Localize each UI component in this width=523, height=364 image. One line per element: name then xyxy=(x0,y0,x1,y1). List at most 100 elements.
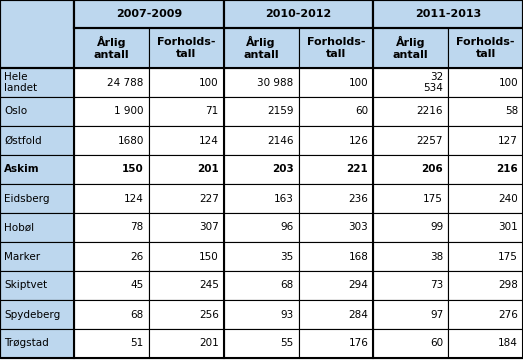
Text: 284: 284 xyxy=(348,309,368,320)
Text: 32
534: 32 534 xyxy=(423,72,443,93)
Text: 93: 93 xyxy=(280,309,293,320)
Bar xyxy=(74,242,149,271)
Text: 221: 221 xyxy=(347,165,368,174)
Text: 163: 163 xyxy=(274,194,293,203)
Text: 60: 60 xyxy=(430,339,443,348)
Text: 100: 100 xyxy=(199,78,219,87)
Text: Årlig
antall: Årlig antall xyxy=(393,36,428,60)
Text: 2007-2009: 2007-2009 xyxy=(116,9,182,19)
Bar xyxy=(224,97,299,126)
Text: 276: 276 xyxy=(498,309,518,320)
Bar xyxy=(0,329,74,358)
Bar xyxy=(0,155,74,184)
Text: 51: 51 xyxy=(131,339,144,348)
Text: 201: 201 xyxy=(199,339,219,348)
Bar xyxy=(448,271,523,300)
Bar xyxy=(149,329,224,358)
Bar xyxy=(448,242,523,271)
Text: 45: 45 xyxy=(131,281,144,290)
Bar xyxy=(74,329,149,358)
Bar xyxy=(373,0,523,28)
Bar xyxy=(299,213,373,242)
Text: 184: 184 xyxy=(498,339,518,348)
Text: 294: 294 xyxy=(348,281,368,290)
Bar xyxy=(448,329,523,358)
Text: 303: 303 xyxy=(349,222,368,233)
Bar xyxy=(149,155,224,184)
Bar xyxy=(224,0,373,28)
Bar xyxy=(0,184,74,213)
Text: Spydeberg: Spydeberg xyxy=(4,309,60,320)
Bar xyxy=(448,126,523,155)
Bar xyxy=(299,155,373,184)
Bar xyxy=(149,184,224,213)
Bar xyxy=(224,329,299,358)
Bar xyxy=(0,97,74,126)
Text: 298: 298 xyxy=(498,281,518,290)
Text: 60: 60 xyxy=(355,107,368,116)
Bar xyxy=(0,0,74,68)
Text: 201: 201 xyxy=(197,165,219,174)
Bar xyxy=(373,28,448,68)
Text: 176: 176 xyxy=(348,339,368,348)
Bar xyxy=(373,126,448,155)
Bar xyxy=(149,300,224,329)
Bar xyxy=(149,28,224,68)
Text: Hobøl: Hobøl xyxy=(4,222,34,233)
Text: 1680: 1680 xyxy=(118,135,144,146)
Text: 301: 301 xyxy=(498,222,518,233)
Text: 2010-2012: 2010-2012 xyxy=(265,9,332,19)
Bar xyxy=(74,0,224,28)
Text: 216: 216 xyxy=(496,165,518,174)
Text: 100: 100 xyxy=(498,78,518,87)
Text: 126: 126 xyxy=(348,135,368,146)
Text: 236: 236 xyxy=(348,194,368,203)
Text: 2011-2013: 2011-2013 xyxy=(415,9,481,19)
Bar xyxy=(448,213,523,242)
Bar xyxy=(373,155,448,184)
Text: 2216: 2216 xyxy=(417,107,443,116)
Text: 245: 245 xyxy=(199,281,219,290)
Bar xyxy=(373,329,448,358)
Bar xyxy=(149,97,224,126)
Text: 203: 203 xyxy=(272,165,293,174)
Text: 307: 307 xyxy=(199,222,219,233)
Text: Hele
landet: Hele landet xyxy=(4,72,37,93)
Text: 150: 150 xyxy=(199,252,219,261)
Bar xyxy=(448,184,523,213)
Text: 78: 78 xyxy=(131,222,144,233)
Bar xyxy=(74,271,149,300)
Text: 68: 68 xyxy=(280,281,293,290)
Bar xyxy=(224,300,299,329)
Text: 124: 124 xyxy=(124,194,144,203)
Bar xyxy=(299,242,373,271)
Bar xyxy=(373,68,448,97)
Bar xyxy=(149,68,224,97)
Text: Trøgstad: Trøgstad xyxy=(4,339,49,348)
Text: 73: 73 xyxy=(430,281,443,290)
Bar xyxy=(0,126,74,155)
Bar xyxy=(149,126,224,155)
Text: Askim: Askim xyxy=(4,165,40,174)
Bar xyxy=(74,97,149,126)
Bar xyxy=(448,28,523,68)
Text: 168: 168 xyxy=(348,252,368,261)
Text: Skiptvet: Skiptvet xyxy=(4,281,47,290)
Bar xyxy=(448,155,523,184)
Text: Forholds-
tall: Forholds- tall xyxy=(306,37,365,59)
Text: 1 900: 1 900 xyxy=(115,107,144,116)
Bar xyxy=(224,184,299,213)
Text: 26: 26 xyxy=(131,252,144,261)
Bar xyxy=(74,300,149,329)
Text: 35: 35 xyxy=(280,252,293,261)
Bar xyxy=(299,28,373,68)
Bar xyxy=(373,271,448,300)
Text: 100: 100 xyxy=(349,78,368,87)
Text: 2146: 2146 xyxy=(267,135,293,146)
Bar xyxy=(299,300,373,329)
Bar xyxy=(224,68,299,97)
Bar xyxy=(373,242,448,271)
Bar xyxy=(299,68,373,97)
Text: Oslo: Oslo xyxy=(4,107,27,116)
Text: 124: 124 xyxy=(199,135,219,146)
